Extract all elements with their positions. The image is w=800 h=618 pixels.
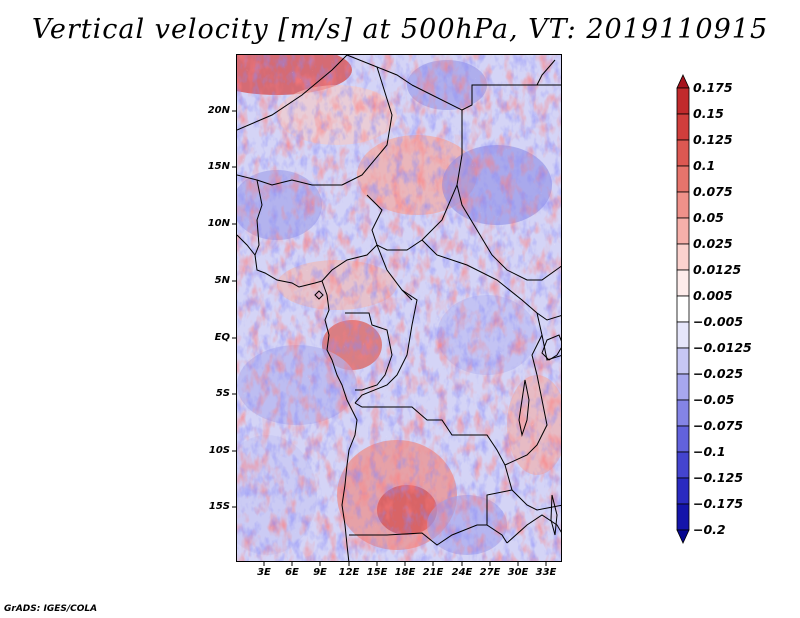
grads-credit: GrADS: IGES/COLA — [4, 604, 98, 614]
lat-label-15s: 15S — [208, 501, 230, 512]
lon-label-15e: 15E — [366, 567, 388, 578]
bioko-island — [314, 290, 324, 300]
colorbar-label: −0.005 — [693, 314, 744, 329]
border-niger-nigeria — [256, 179, 342, 186]
colorbar-label: −0.1 — [693, 444, 726, 459]
colorbar-label: 0.125 — [693, 132, 733, 147]
lat-label-10n: 10N — [207, 218, 230, 229]
border-algeria-niger — [237, 55, 348, 131]
border-congo-drc — [354, 289, 418, 404]
colorbar-label: 0.025 — [693, 236, 733, 251]
lat-label-5s: 5S — [215, 388, 230, 399]
colorbar-label: 0.075 — [693, 184, 733, 199]
colorbar-label: 0.0125 — [693, 262, 742, 277]
colorbar-label: −0.025 — [693, 366, 744, 381]
border-south-sudan-uganda — [536, 312, 561, 321]
lon-label-6e: 6E — [285, 567, 299, 578]
colorbar-bin — [676, 503, 690, 531]
border-sudan-south-sudan — [456, 184, 561, 281]
colorbar-label: −0.0125 — [693, 340, 752, 355]
colorbar-label: 0.05 — [693, 210, 724, 225]
colorbar-bottom-arrow — [676, 529, 690, 544]
colorbar-label: −0.125 — [693, 470, 744, 485]
lat-label-eq: EQ — [214, 332, 230, 343]
colorbar-bin — [676, 139, 690, 167]
colorbar-label: −0.2 — [693, 522, 726, 537]
colorbar-bin — [676, 477, 690, 505]
colorbar-bin — [676, 217, 690, 245]
border-sudan-egypt — [461, 84, 561, 111]
lon-label-3e: 3E — [257, 567, 271, 578]
lon-label-21e: 21E — [422, 567, 444, 578]
lake-victoria — [541, 334, 561, 361]
lon-label-33e: 33E — [535, 567, 557, 578]
colorbar-label: 0.15 — [693, 106, 724, 121]
colorbar-bin — [676, 243, 690, 271]
lon-label-12e: 12E — [338, 567, 360, 578]
colorbar-swatches — [676, 74, 690, 544]
colorbar-label: 0.175 — [693, 80, 733, 95]
colorbar-bin — [676, 399, 690, 427]
colorbar-label: −0.05 — [693, 392, 735, 407]
border-zambia-north — [511, 489, 561, 511]
border-drc-east — [504, 312, 548, 466]
border-angola-drc — [354, 402, 513, 544]
lon-label-24e: 24E — [451, 567, 473, 578]
vertical-velocity-field — [237, 55, 561, 561]
map-title: Vertical velocity [m/s] at 500hPa, VT: 2… — [31, 14, 769, 45]
colorbar-bin — [676, 425, 690, 453]
colorbar-label: 0.1 — [693, 158, 716, 173]
border-niger-chad — [341, 66, 393, 186]
colorbar-bin — [676, 269, 690, 297]
colorbar-label: −0.175 — [693, 496, 744, 511]
border-libya-niger — [346, 55, 413, 86]
lat-label-5n: 5N — [214, 275, 230, 286]
border-gabon-congo — [345, 312, 393, 391]
colorbar-bin — [676, 87, 690, 115]
lon-ticks — [263, 562, 547, 566]
colorbar-label: 0.005 — [693, 288, 733, 303]
lon-label-27e: 27E — [479, 567, 501, 578]
border-uganda-kenya — [541, 334, 561, 361]
border-cameroon-nigeria — [321, 194, 383, 282]
lat-label-20n: 20N — [207, 105, 230, 116]
border-angola-namibia — [349, 524, 487, 546]
red-sea-coast — [536, 59, 556, 86]
map-panel — [236, 54, 562, 562]
colorbar-bin — [676, 321, 690, 349]
lon-label-18e: 18E — [394, 567, 416, 578]
lat-label-15n: 15N — [207, 161, 230, 172]
border-libya-chad — [411, 84, 463, 186]
lon-label-9e: 9E — [313, 567, 327, 578]
coastline-west — [237, 234, 358, 561]
colorbar-bin — [676, 295, 690, 323]
lon-label-30e: 30E — [507, 567, 529, 578]
lat-label-10s: 10S — [208, 445, 230, 456]
border-benin — [237, 174, 263, 256]
boundaries — [237, 55, 561, 561]
colorbar-bin — [676, 165, 690, 193]
lake-tanganyika — [518, 379, 530, 437]
colorbar-bin — [676, 451, 690, 479]
colorbar-bin — [676, 191, 690, 219]
lake-malawi — [550, 494, 558, 536]
colorbar-label: −0.075 — [693, 418, 744, 433]
colorbar-bin — [676, 347, 690, 375]
border-zambia-south — [506, 514, 561, 544]
colorbar-bin — [676, 113, 690, 141]
colorbar-bin — [676, 373, 690, 401]
colorbar-top-arrow — [676, 74, 690, 89]
border-chad-car — [376, 184, 458, 251]
border-car-congo — [376, 244, 413, 301]
border-car-drc — [421, 239, 538, 314]
